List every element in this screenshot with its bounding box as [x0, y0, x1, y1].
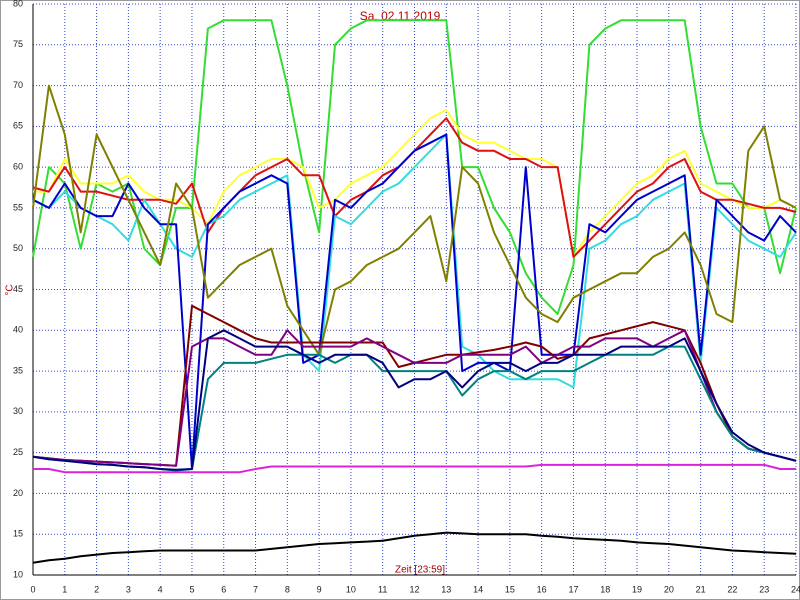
y-tick-label: 20 [13, 488, 23, 498]
y-tick-label: 25 [13, 447, 23, 457]
y-tick-label: 30 [13, 406, 23, 416]
x-tick-label: 5 [189, 584, 194, 594]
y-tick-label: 75 [13, 39, 23, 49]
x-tick-label: 8 [285, 584, 290, 594]
y-tick-label: 80 [13, 0, 23, 8]
x-tick-label: 24 [791, 584, 800, 594]
x-tick-label: 6 [221, 584, 226, 594]
y-tick-label: 70 [13, 80, 23, 90]
x-tick-label: 2 [94, 584, 99, 594]
y-tick-label: 15 [13, 529, 23, 539]
series-line [32, 133, 797, 470]
series-line [33, 463, 796, 474]
x-tick-label: 22 [727, 584, 737, 594]
x-tick-label: 4 [158, 584, 163, 594]
x-tick-label: 17 [568, 584, 578, 594]
x-tick-label: 3 [126, 584, 131, 594]
x-tick-label: 1 [62, 584, 67, 594]
x-tick-label: 11 [378, 584, 387, 594]
x-tick-label: 19 [632, 584, 642, 594]
series-line [32, 329, 797, 471]
series-line [32, 84, 797, 356]
y-tick-label: 55 [13, 202, 23, 212]
y-axis-label: °C [5, 284, 16, 295]
y-tick-label: 60 [13, 162, 23, 172]
series-line [32, 329, 797, 467]
y-tick-label: 65 [13, 121, 23, 131]
series-line [32, 531, 797, 564]
x-tick-label: 21 [696, 584, 706, 594]
x-tick-label: 12 [409, 584, 419, 594]
x-tick-label: 20 [664, 584, 674, 594]
x-tick-label: 16 [537, 584, 547, 594]
x-axis-label: Zeit [23:59] [395, 565, 445, 576]
x-tick-label: 23 [759, 584, 769, 594]
x-tick-label: 15 [505, 584, 515, 594]
x-tick-label: 7 [253, 584, 258, 594]
y-tick-label: 35 [13, 365, 23, 375]
x-tick-label: 18 [600, 584, 610, 594]
x-tick-label: 9 [317, 584, 322, 594]
y-tick-label: 50 [13, 243, 23, 253]
y-tick-label: 40 [13, 325, 23, 335]
x-tick-label: 14 [473, 584, 483, 594]
y-tick-label: 10 [13, 569, 23, 579]
x-tick-label: 13 [441, 584, 451, 594]
y-tick-label: 45 [13, 284, 23, 294]
x-tick-label: 10 [346, 584, 356, 594]
x-tick-label: 0 [30, 584, 35, 594]
